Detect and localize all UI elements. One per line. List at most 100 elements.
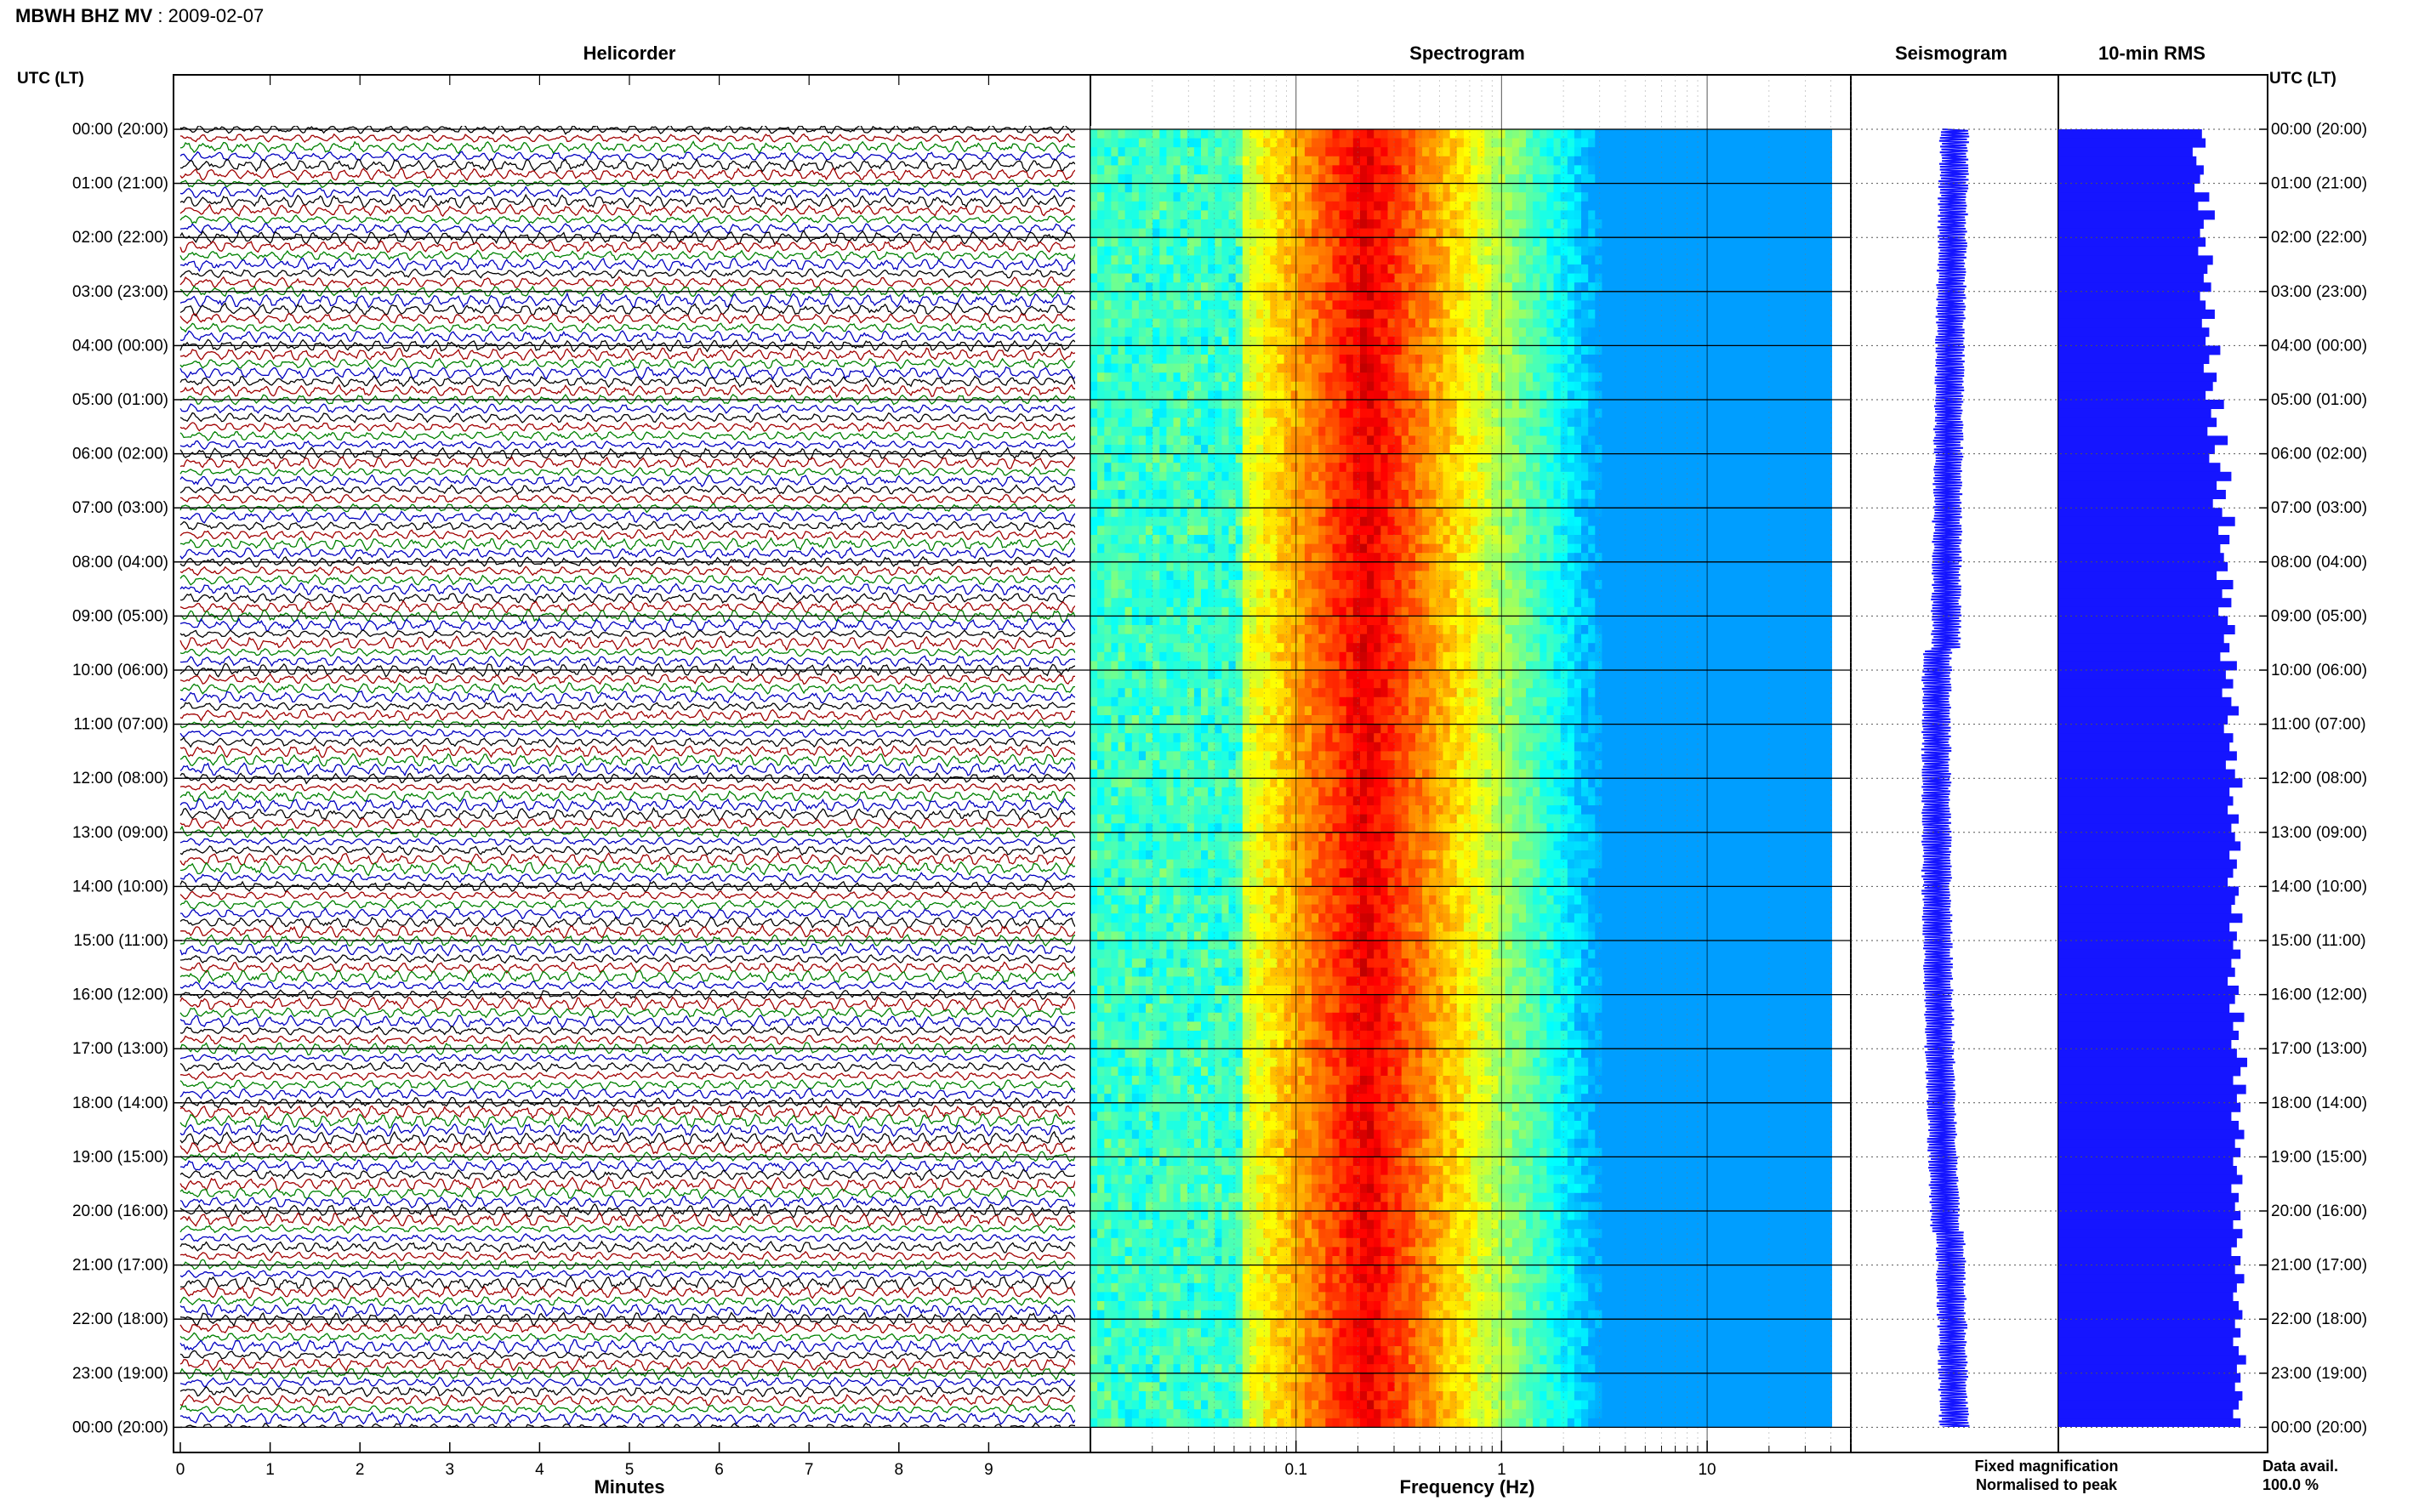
spectrogram-cell — [1173, 210, 1181, 220]
spectrogram-cell — [1131, 363, 1140, 373]
spectrogram-cell — [1283, 201, 1292, 212]
spectrogram-cell — [1733, 418, 1741, 428]
spectrogram-cell — [1283, 490, 1292, 500]
spectrogram-cell — [1657, 345, 1665, 355]
spectrogram-cell — [1146, 129, 1153, 139]
spectrogram-cell — [1809, 237, 1817, 247]
spectrogram-cell — [1477, 282, 1485, 293]
spectrogram-cell — [1235, 255, 1244, 265]
spectrogram-cell — [1401, 156, 1409, 167]
spectrogram-cell — [1201, 255, 1209, 265]
spectrogram-cell — [1650, 345, 1659, 355]
spectrogram-cell — [1159, 535, 1168, 545]
spectrogram-cell — [1235, 147, 1244, 157]
spectrogram-cell — [1146, 408, 1153, 418]
spectrogram-cell — [1339, 516, 1347, 527]
spectrogram-cell — [1823, 480, 1831, 491]
spectrogram-cell — [1802, 490, 1810, 500]
spectrogram-cell — [1830, 165, 1832, 175]
spectrogram-cell — [1657, 508, 1665, 518]
spectrogram-cell — [1477, 246, 1485, 257]
spectrogram-cell — [1193, 228, 1202, 238]
spectrogram-cell — [1187, 445, 1195, 455]
spectrogram-cell — [1429, 336, 1437, 347]
spectrogram-cell — [1097, 516, 1105, 527]
spectrogram-cell — [1511, 381, 1520, 392]
spectrogram-cell — [1297, 219, 1306, 230]
spectrogram-cell — [1193, 345, 1202, 355]
spectrogram-cell — [1201, 273, 1209, 283]
spectrogram-cell — [1215, 300, 1223, 310]
spectrogram-cell — [1097, 480, 1105, 491]
spectrogram-cell — [1277, 471, 1285, 482]
spectrogram-cell — [1699, 246, 1706, 257]
spectrogram-cell — [1374, 390, 1381, 401]
spectrogram-cell — [1588, 300, 1596, 310]
spectrogram-cell — [1754, 138, 1762, 148]
spectrogram-cell — [1277, 201, 1285, 212]
spectrogram-cell — [1560, 300, 1568, 310]
spectrogram-cell — [1740, 355, 1748, 365]
spectrogram-cell — [1283, 174, 1292, 185]
spectrogram-cell — [1546, 508, 1555, 518]
spectrogram-cell — [1090, 174, 1098, 185]
spectrogram-cell — [1256, 310, 1264, 320]
spectrogram-cell — [1318, 210, 1326, 220]
spectrogram-cell — [1699, 228, 1706, 238]
spectrogram-cell — [1208, 264, 1215, 275]
spectrogram-cell — [1712, 426, 1721, 437]
spectrogram-cell — [1471, 490, 1478, 500]
spectrogram-cell — [1588, 264, 1596, 275]
spectrogram-cell — [1595, 237, 1603, 247]
spectrogram-cell — [1567, 526, 1575, 536]
spectrogram-cell — [1518, 445, 1527, 455]
spectrogram-cell — [1761, 345, 1769, 355]
spectrogram-cell — [1747, 255, 1755, 265]
spectrogram-cell — [1747, 418, 1755, 428]
spectrogram-cell — [1263, 408, 1271, 418]
spectrogram-cell — [1754, 246, 1762, 257]
spectrogram-cell — [1796, 516, 1803, 527]
spectrogram-cell — [1781, 264, 1790, 275]
spectrogram-cell — [1270, 165, 1278, 175]
spectrogram-cell — [1484, 255, 1493, 265]
spectrogram-cell — [1699, 435, 1706, 446]
spectrogram-cell — [1193, 192, 1202, 202]
spectrogram-cell — [1180, 426, 1188, 437]
spectrogram-cell — [1097, 282, 1105, 293]
spectrogram-cell — [1325, 498, 1334, 509]
spectrogram-cell — [1788, 291, 1796, 302]
spectrogram-cell — [1740, 129, 1748, 139]
spectrogram-cell — [1463, 129, 1471, 139]
spectrogram-cell — [1408, 426, 1416, 437]
spectrogram-cell — [1650, 318, 1659, 328]
spectrogram-cell — [1484, 363, 1493, 373]
spectrogram-cell — [1837, 255, 1845, 264]
spectrogram-cell — [1622, 345, 1631, 355]
spectrogram-cell — [1581, 237, 1589, 247]
spectrogram-cell — [1408, 192, 1416, 202]
spectrogram-cell — [1221, 463, 1230, 473]
spectrogram-cell — [1215, 372, 1223, 383]
spectrogram-cell — [1124, 174, 1133, 185]
spectrogram-cell — [1491, 355, 1500, 365]
spectrogram-cell — [1339, 408, 1347, 418]
spectrogram-cell — [1193, 480, 1202, 491]
spectrogram-cell — [1692, 228, 1699, 238]
spectrogram-cell — [1533, 273, 1540, 283]
spectrogram-cell — [1837, 427, 1845, 436]
spectrogram-cell — [1131, 291, 1140, 302]
spectrogram-cell — [1567, 480, 1575, 491]
spectrogram-cell — [1304, 327, 1312, 338]
spectrogram-cell — [1221, 228, 1230, 238]
spectrogram-cell — [1159, 408, 1168, 418]
spectrogram-cell — [1581, 372, 1589, 383]
spectrogram-cell — [1761, 390, 1769, 401]
spectrogram-cell — [1422, 300, 1430, 310]
spectrogram-cell — [1166, 300, 1175, 310]
spectrogram-cell — [1657, 255, 1665, 265]
spectrogram-cell — [1733, 273, 1741, 283]
spectrogram-cell — [1387, 147, 1396, 157]
spectrogram-cell — [1090, 516, 1098, 527]
spectrogram-cell — [1318, 435, 1326, 446]
